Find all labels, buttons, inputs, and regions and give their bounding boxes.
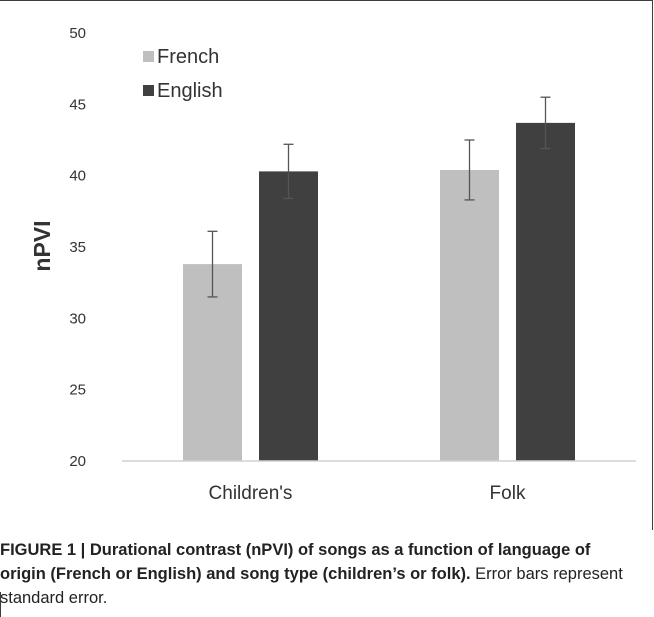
y-tick-label: 35 xyxy=(69,239,86,256)
y-axis: 20 25 30 35 40 45 50 xyxy=(69,25,86,470)
legend-label-english: English xyxy=(157,80,223,102)
y-axis-title: nPVI xyxy=(29,220,55,271)
y-tick-label: 50 xyxy=(69,25,86,42)
bar-chart: 20 25 30 35 40 45 50 Children's Folk French Engl… xyxy=(29,25,636,504)
x-axis: Children's Folk xyxy=(122,460,636,504)
y-tick-label: 30 xyxy=(69,310,86,327)
legend-swatch-english xyxy=(143,85,154,96)
y-tick-label: 20 xyxy=(69,453,86,470)
figure-frame xyxy=(0,0,653,530)
legend-swatch-french xyxy=(143,51,154,62)
x-category-label: Children's xyxy=(209,483,293,504)
bar-english-0 xyxy=(259,171,318,462)
legend-label-french: French xyxy=(157,46,219,68)
bars xyxy=(183,96,575,462)
bar-french-1 xyxy=(440,169,499,461)
legend: French English xyxy=(143,46,223,102)
left-rule xyxy=(0,592,1,617)
y-tick-label: 40 xyxy=(69,168,86,185)
bar-english-1 xyxy=(516,122,575,461)
x-category-label: Folk xyxy=(490,483,526,504)
figure-caption: FIGURE 1 | Durational contrast (nPVI) of… xyxy=(0,538,640,610)
caption-title: FIGURE 1 | Durational contrast (nPVI) of… xyxy=(0,541,591,583)
caption-note: Error bars represent standard error. xyxy=(0,565,623,607)
y-tick-label: 45 xyxy=(69,96,86,113)
y-tick-label: 25 xyxy=(69,382,86,399)
